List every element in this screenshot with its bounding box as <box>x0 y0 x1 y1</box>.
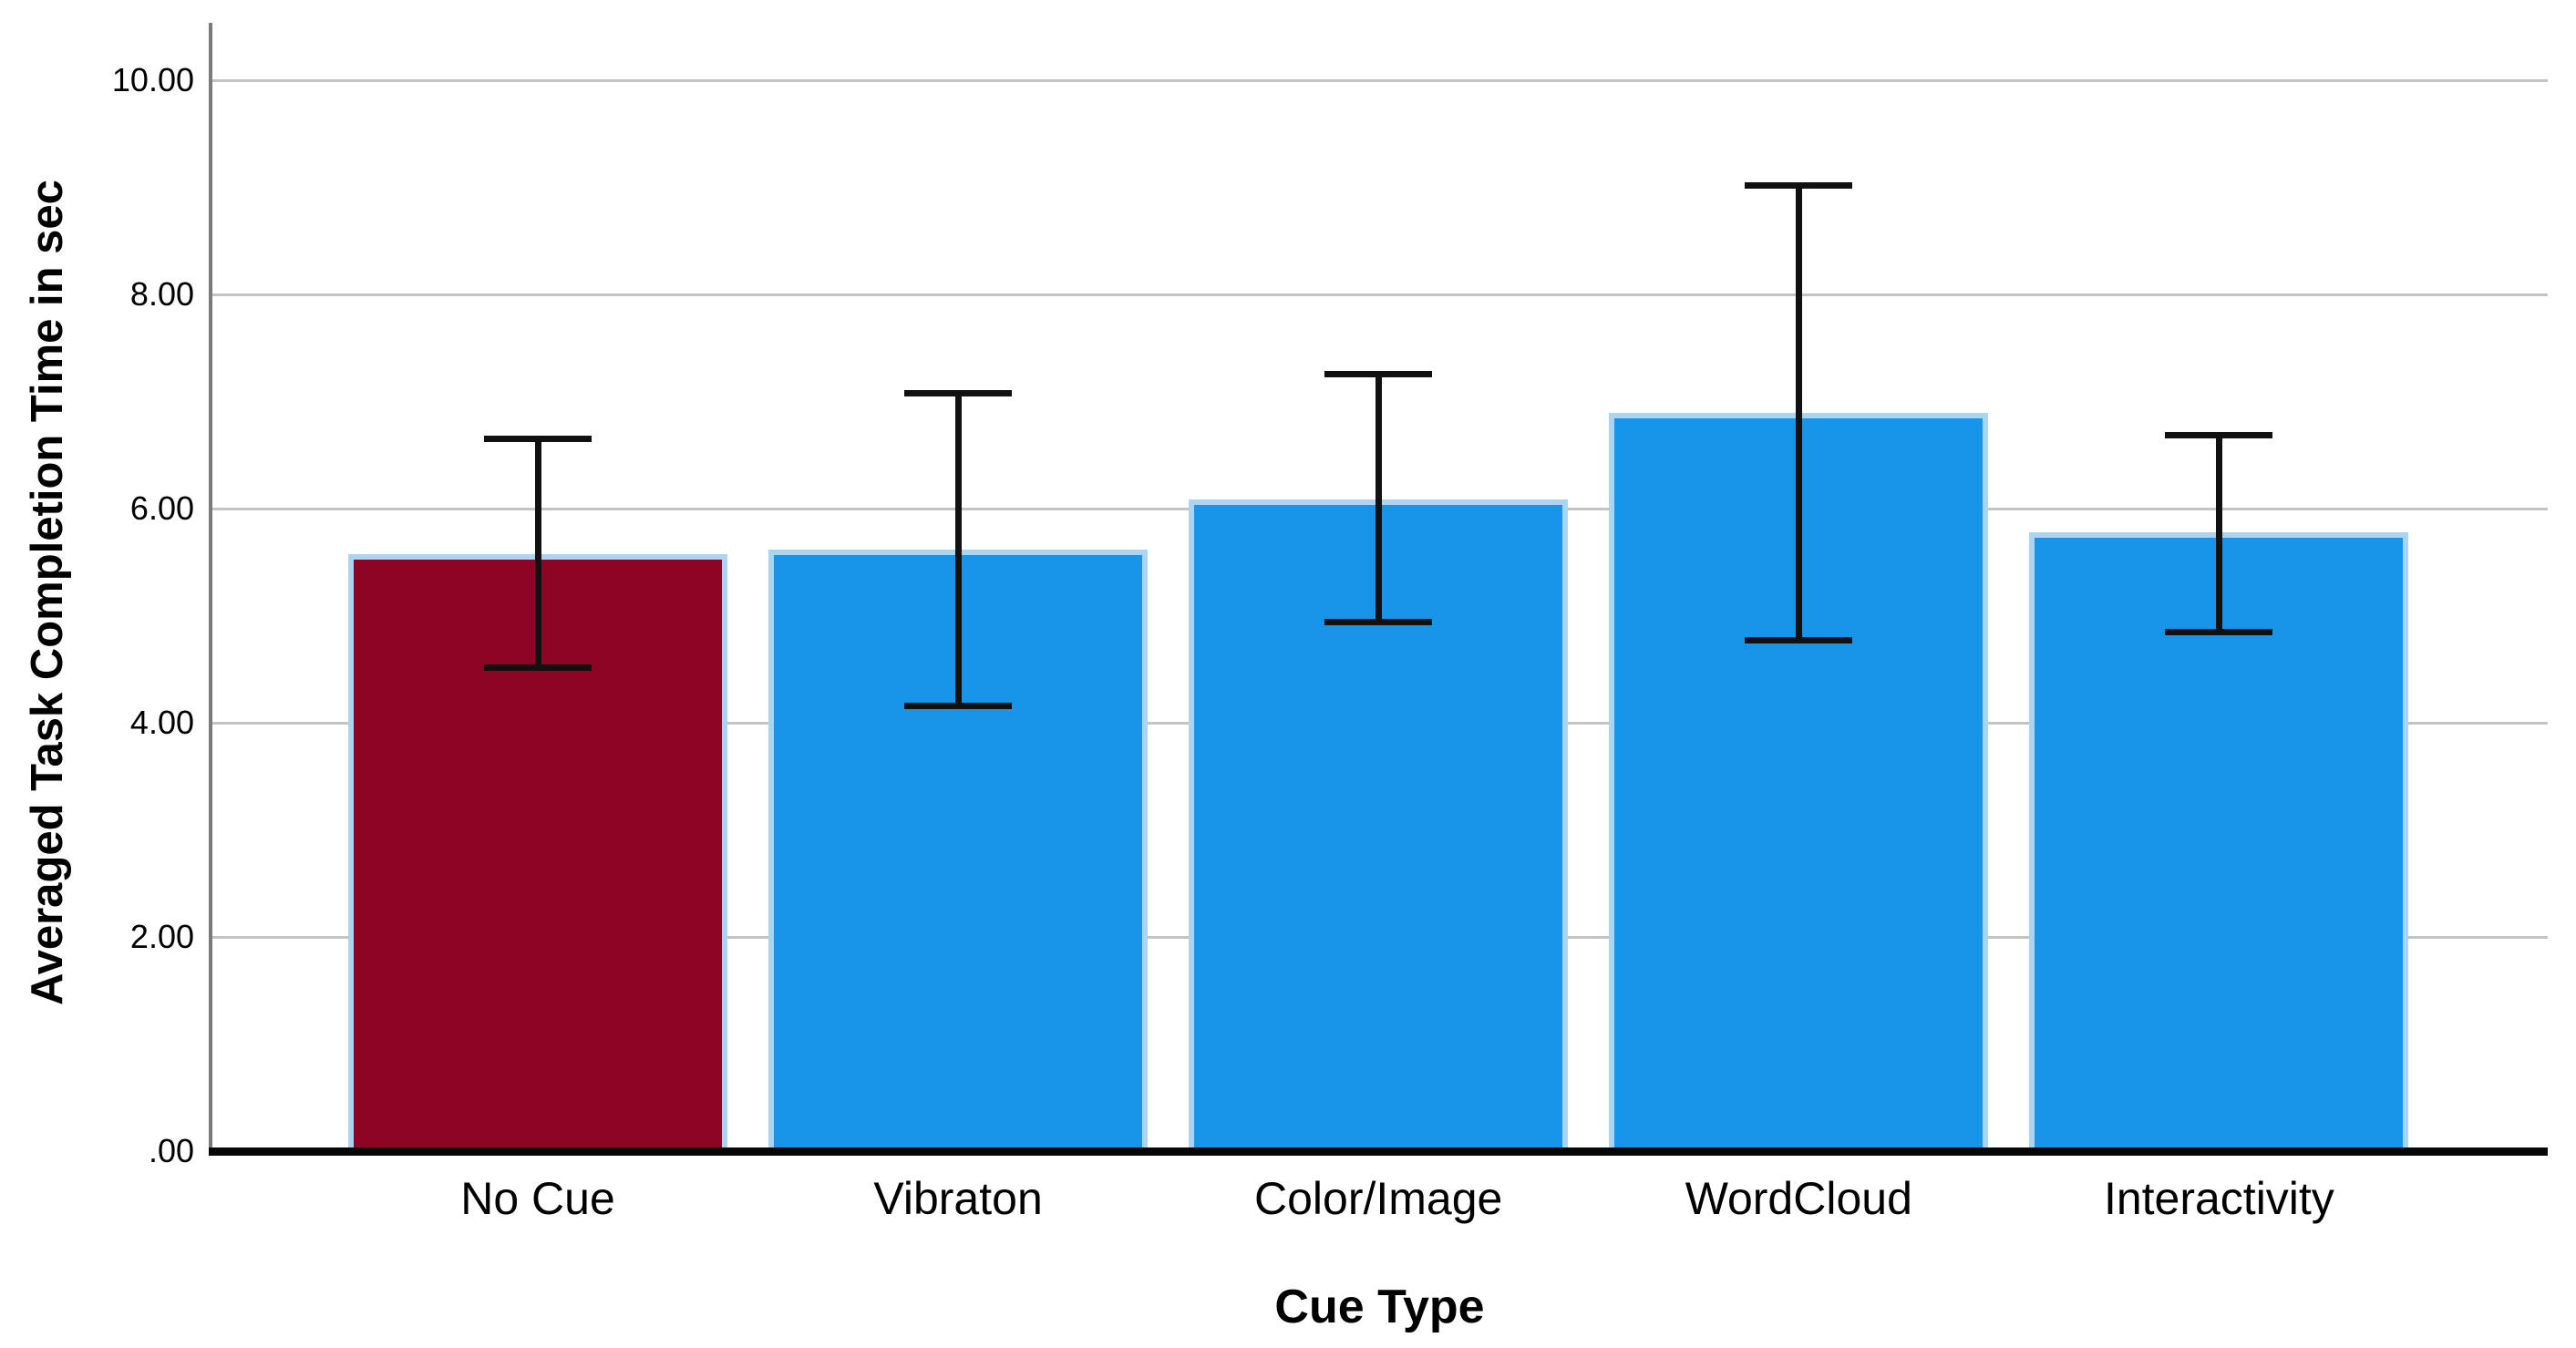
error-bar-cap-bottom <box>2165 628 2273 635</box>
error-bar-cap-top <box>904 389 1013 396</box>
error-bar-cap-bottom <box>1324 619 1433 626</box>
y-axis-line <box>209 23 212 1151</box>
y-tick-label: 8.00 <box>129 275 194 314</box>
y-tick-label: 4.00 <box>129 704 194 742</box>
error-bar-cap-bottom <box>904 702 1013 709</box>
y-tick-label: 6.00 <box>129 489 194 528</box>
error-bar-stem <box>1375 374 1382 623</box>
error-bar-cap-top <box>1324 370 1433 377</box>
x-tick-label: WordCloud <box>1685 1173 1912 1224</box>
y-tick-label: 10.00 <box>111 61 194 99</box>
x-tick-label: Color/Image <box>1254 1173 1503 1224</box>
error-bar-stem <box>1795 185 1802 641</box>
error-bar-cap-top <box>484 436 592 443</box>
y-tick-label: 2.00 <box>129 918 194 956</box>
x-axis-line <box>209 1147 2548 1156</box>
y-tick-label: .00 <box>148 1132 194 1169</box>
error-bar-cap-bottom <box>484 664 592 671</box>
y-axis-title: Averaged Task Completion Time in sec <box>23 180 72 1005</box>
error-bar-stem <box>534 438 541 668</box>
x-axis-title: Cue Type <box>1274 1281 1485 1333</box>
error-bar-cap-top <box>2165 431 2273 438</box>
x-tick-label: Vibraton <box>873 1173 1043 1224</box>
error-bar-cap-bottom <box>1745 637 1853 644</box>
gridline <box>211 293 2548 297</box>
plot-area <box>211 23 2548 1151</box>
error-bar-cap-top <box>1745 182 1853 190</box>
x-tick-label: No Cue <box>460 1173 615 1224</box>
error-bar-stem <box>954 393 962 706</box>
bar-wordcloud <box>1609 412 1989 1151</box>
x-tick-label: Interactivity <box>2103 1173 2334 1224</box>
gridline <box>211 79 2548 83</box>
error-bar-stem <box>2215 435 2222 633</box>
